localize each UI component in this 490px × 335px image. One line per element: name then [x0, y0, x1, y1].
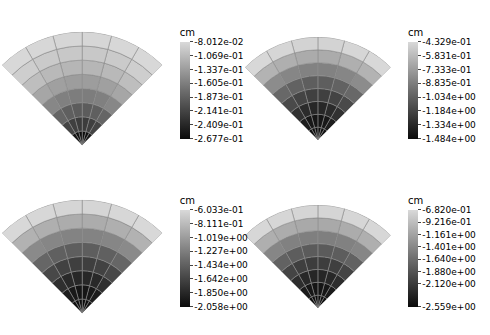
svg-text:-8.835e-01: -8.835e-01 [422, 78, 471, 88]
svg-text:-1.401e+00: -1.401e+00 [422, 242, 476, 252]
svg-text:-5.831e-01: -5.831e-01 [422, 51, 471, 61]
svg-text:-2.141e-01: -2.141e-01 [194, 106, 243, 116]
svg-text:-1.034e+00: -1.034e+00 [422, 92, 476, 102]
svg-text:-6.033e-01: -6.033e-01 [194, 205, 243, 215]
svg-text:-9.216e-01: -9.216e-01 [422, 217, 471, 227]
svg-text:cm: cm [408, 195, 423, 206]
svg-text:-1.337e-01: -1.337e-01 [194, 65, 243, 75]
svg-text:-2.058e+00: -2.058e+00 [194, 302, 248, 312]
svg-text:-8.111e-01: -8.111e-01 [194, 219, 243, 229]
svg-text:-1.227e+00: -1.227e+00 [194, 246, 248, 256]
svg-text:-2.409e-01: -2.409e-01 [194, 120, 243, 130]
svg-text:-1.640e+00: -1.640e+00 [422, 254, 476, 264]
svg-text:-4.329e-01: -4.329e-01 [422, 37, 471, 47]
svg-text:cm: cm [180, 195, 195, 206]
svg-text:-1.334e+00: -1.334e+00 [422, 120, 476, 130]
svg-text:-1.161e+00: -1.161e+00 [422, 230, 476, 240]
svg-text:-1.642e+00: -1.642e+00 [194, 274, 248, 284]
svg-text:-6.820e-01: -6.820e-01 [422, 205, 471, 215]
svg-text:-8.012e-02: -8.012e-02 [194, 37, 243, 47]
svg-text:-1.019e+00: -1.019e+00 [194, 233, 248, 243]
svg-text:-2.559e+00: -2.559e+00 [422, 302, 476, 312]
svg-text:-1.873e-01: -1.873e-01 [194, 92, 243, 102]
svg-text:-1.605e-01: -1.605e-01 [194, 78, 243, 88]
svg-text:-1.484e+00: -1.484e+00 [422, 134, 476, 144]
svg-text:-1.880e+00: -1.880e+00 [422, 267, 476, 277]
svg-text:-1.850e+00: -1.850e+00 [194, 288, 248, 298]
svg-text:-1.069e-01: -1.069e-01 [194, 51, 243, 61]
svg-text:-2.120e+00: -2.120e+00 [422, 279, 476, 289]
svg-text:-7.333e-01: -7.333e-01 [422, 65, 471, 75]
svg-text:-2.677e-01: -2.677e-01 [194, 134, 243, 144]
svg-text:cm: cm [408, 27, 423, 38]
svg-text:-1.434e+00: -1.434e+00 [194, 260, 248, 270]
svg-text:cm: cm [180, 27, 195, 38]
svg-text:-1.184e+00: -1.184e+00 [422, 106, 476, 116]
